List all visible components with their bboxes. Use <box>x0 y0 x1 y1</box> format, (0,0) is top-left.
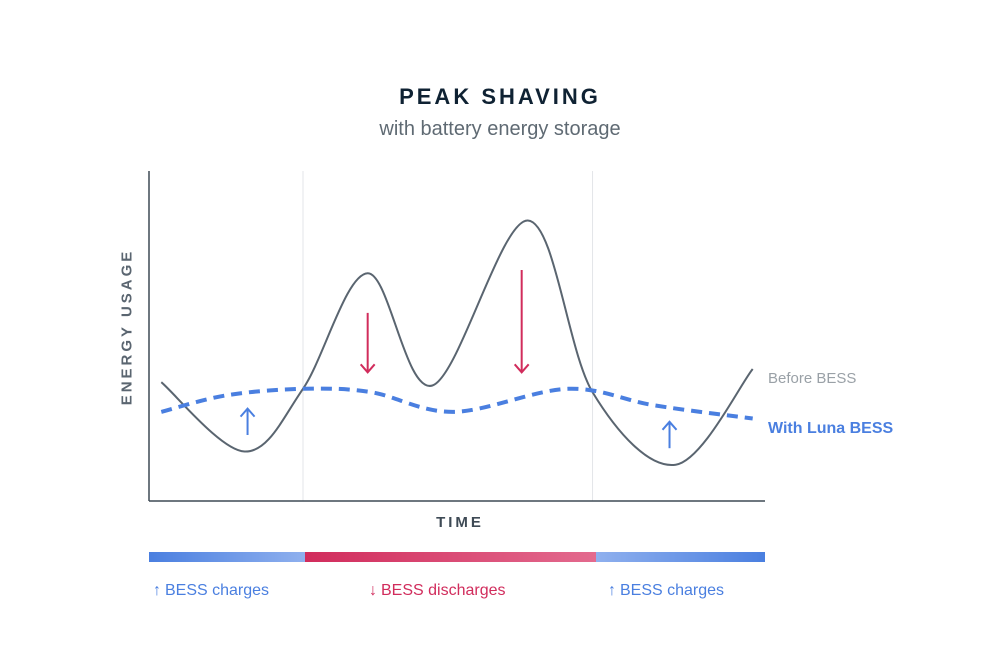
phase-label-text: BESS charges <box>620 582 725 599</box>
series-line-before-bess <box>160 219 754 466</box>
phase-label-discharge: ↓ BESS discharges <box>369 582 506 600</box>
phase-bar-charge-1 <box>149 552 305 562</box>
phase-label-charge-2: ↑ BESS charges <box>608 582 724 600</box>
chart-title: PEAK SHAVING <box>399 84 601 109</box>
phase-label-text: BESS charges <box>165 582 270 599</box>
phase-bar-discharge <box>305 552 596 562</box>
charge-arrow-1 <box>239 407 256 435</box>
legend-before-bess: Before BESS <box>768 370 857 387</box>
discharge-arrow-3 <box>513 270 530 374</box>
chart-subtitle: with battery energy storage <box>379 118 621 140</box>
charge-arrow-4 <box>661 420 678 449</box>
discharge-arrow-2 <box>359 312 376 374</box>
series-line-with-luna-bess <box>160 386 753 421</box>
legend-with-luna-bess: With Luna BESS <box>768 420 894 437</box>
arrow-down-icon: ↓ <box>369 582 377 599</box>
phase-label-charge-1: ↑ BESS charges <box>153 582 269 600</box>
y-axis-label: ENERGY USAGE <box>118 248 136 406</box>
arrow-up-icon: ↑ <box>153 582 161 599</box>
phase-label-text: BESS discharges <box>381 582 506 599</box>
arrow-up-icon: ↑ <box>608 582 616 599</box>
x-axis-label: TIME <box>436 514 484 531</box>
phase-bar-charge-2 <box>596 552 765 562</box>
